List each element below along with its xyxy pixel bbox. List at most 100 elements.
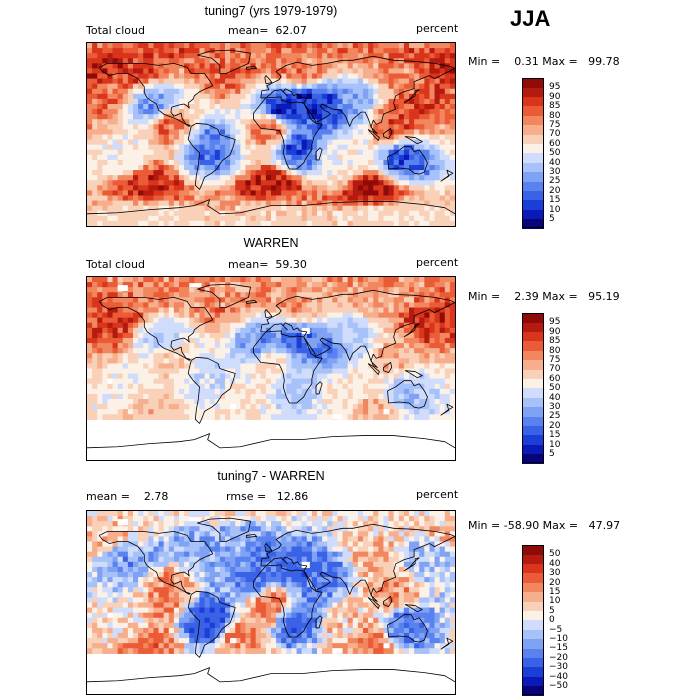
heatmap-cell	[260, 338, 267, 344]
heatmap-cell	[378, 144, 385, 151]
heatmap-cell	[265, 144, 272, 151]
heatmap-cell	[444, 282, 451, 288]
heatmap-cell	[245, 129, 252, 136]
heatmap-cell	[97, 307, 103, 314]
heatmap-cell	[255, 134, 262, 141]
heatmap-cell	[102, 521, 109, 527]
heatmap-cell	[260, 78, 267, 85]
heatmap-cell	[368, 98, 374, 105]
coastline	[367, 129, 380, 142]
heatmap-cell	[133, 190, 139, 197]
heatmap-cell	[332, 114, 339, 120]
heatmap-cell	[291, 358, 298, 365]
heatmap-cell	[383, 297, 390, 304]
heatmap-cell	[117, 149, 124, 156]
heatmap-cell	[92, 144, 98, 151]
heatmap-cell	[148, 134, 155, 141]
heatmap-cell	[117, 144, 124, 151]
heatmap-cell	[317, 215, 323, 222]
heatmap-cell	[286, 302, 293, 309]
heatmap-cell	[184, 282, 190, 288]
heatmap-cell	[301, 175, 308, 181]
heatmap-cell	[204, 205, 211, 212]
heatmap-cell	[286, 322, 293, 329]
heatmap-cell	[337, 521, 344, 527]
heatmap-cell	[214, 205, 221, 212]
colorbar-swatch	[522, 162, 544, 173]
heatmap-cell	[357, 398, 364, 405]
heatmap-cell	[424, 119, 431, 125]
heatmap-cell	[189, 190, 195, 197]
heatmap-cell	[87, 302, 93, 309]
heatmap-cell	[148, 297, 155, 304]
heatmap-cell	[168, 388, 175, 395]
heatmap-cell	[199, 205, 206, 212]
heatmap-cell	[235, 373, 241, 380]
heatmap-cell	[378, 414, 385, 420]
heatmap-cell	[245, 215, 252, 222]
heatmap-cell	[214, 170, 221, 176]
heatmap-cell	[219, 180, 226, 186]
heatmap-cell	[87, 109, 93, 115]
heatmap-cell	[444, 312, 451, 319]
heatmap-cell	[87, 180, 93, 186]
heatmap-cell	[265, 297, 272, 304]
heatmap-cell	[368, 516, 374, 522]
heatmap-cell	[265, 93, 272, 100]
heatmap-cell	[429, 338, 436, 344]
heatmap-cell	[127, 409, 134, 415]
heatmap-cell	[179, 322, 185, 329]
heatmap-cell	[317, 393, 323, 400]
heatmap-cell	[357, 414, 364, 420]
heatmap-cell	[424, 332, 431, 339]
heatmap-cell	[235, 144, 241, 151]
heatmap-cell	[265, 139, 272, 146]
heatmap-cell	[347, 185, 354, 192]
heatmap-cell	[291, 388, 298, 395]
heatmap-cell	[373, 327, 379, 334]
heatmap-cell	[291, 195, 298, 202]
heatmap-cell	[112, 526, 119, 532]
heatmap-cell	[107, 383, 114, 390]
heatmap-cell	[393, 220, 400, 226]
heatmap-cell	[235, 170, 241, 176]
heatmap-cell	[179, 78, 185, 85]
heatmap-cell	[204, 63, 211, 70]
heatmap-cell	[342, 139, 349, 146]
heatmap-cell	[250, 404, 257, 410]
heatmap-cell	[414, 317, 420, 324]
heatmap-cell	[122, 109, 129, 115]
heatmap-cell	[373, 358, 379, 365]
heatmap-cell	[403, 358, 410, 365]
heatmap-cell	[419, 511, 425, 517]
heatmap-cell	[112, 78, 119, 85]
heatmap-cell	[317, 516, 323, 522]
heatmap-cell	[112, 414, 119, 420]
heatmap-cell	[342, 277, 349, 283]
heatmap-cell	[439, 215, 446, 222]
heatmap-cell	[189, 114, 195, 120]
heatmap-cell	[271, 511, 277, 517]
heatmap-cell	[265, 109, 272, 115]
heatmap-cell	[214, 322, 221, 329]
heatmap-cell	[127, 302, 134, 309]
heatmap-cell	[424, 180, 431, 186]
heatmap-cell	[403, 43, 410, 49]
heatmap-cell	[107, 414, 114, 420]
heatmap-cell	[214, 338, 221, 344]
heatmap-cell	[327, 149, 333, 156]
heatmap-cell	[168, 93, 175, 100]
heatmap-cell	[393, 98, 400, 105]
heatmap-cell	[148, 343, 155, 349]
heatmap-cell	[102, 43, 109, 49]
heatmap-cell	[158, 393, 165, 400]
heatmap-cell	[209, 292, 216, 298]
heatmap-cell	[434, 78, 441, 85]
heatmap-cell	[363, 195, 369, 202]
heatmap-cell	[173, 88, 180, 95]
heatmap-cell	[214, 292, 221, 298]
heatmap-cell	[368, 368, 374, 375]
heatmap-cell	[383, 302, 390, 309]
heatmap-cell	[301, 302, 308, 309]
colorbar-tick-label: 75	[549, 355, 561, 365]
